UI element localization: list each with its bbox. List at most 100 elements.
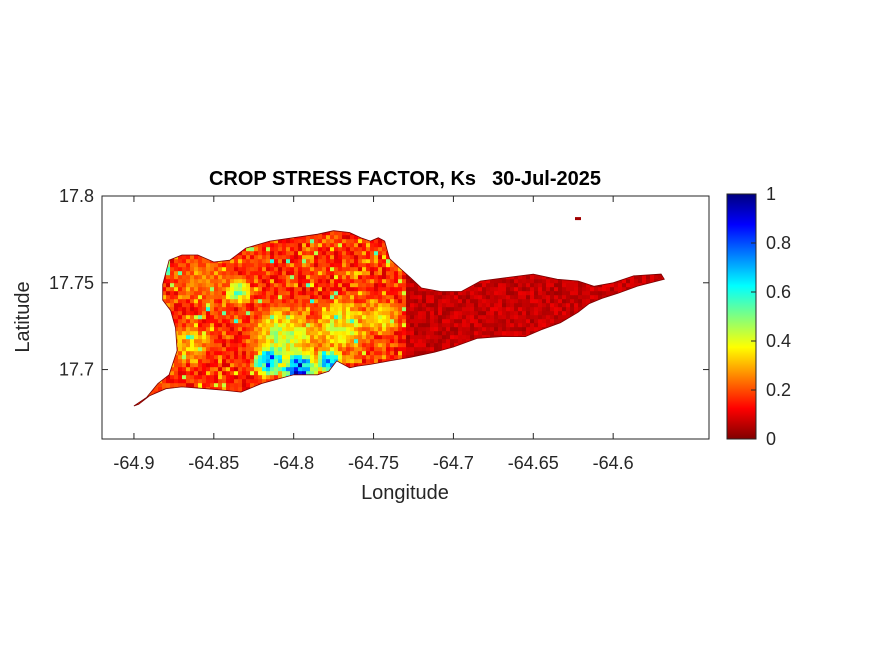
heatmap-cell [174,271,179,276]
heatmap-cell [342,327,347,332]
heatmap-cell [578,230,583,232]
heatmap-cell [638,291,643,296]
heatmap-cell [150,275,155,280]
heatmap-cell [566,331,571,336]
heatmap-cell [538,343,543,348]
heatmap-cell [650,231,655,236]
heatmap-cell [502,319,507,324]
heatmap-cell [534,267,539,272]
heatmap-cell [650,299,655,304]
heatmap-cell [642,263,647,268]
heatmap-cell [658,339,663,344]
heatmap-cell [142,267,147,272]
heatmap-cell [594,263,599,268]
heatmap-cell [486,371,491,376]
heatmap-cell [382,351,387,356]
heatmap-cell [274,299,279,304]
heatmap-cell [570,275,575,280]
heatmap-cell [378,263,383,268]
heatmap-cell [326,351,331,356]
heatmap-cell [418,243,423,248]
heatmap-cell [554,259,559,264]
heatmap-cell [270,367,275,372]
heatmap-cell [454,339,459,344]
heatmap-cell [226,303,231,308]
heatmap-cell [198,263,203,268]
heatmap-cell [582,247,587,252]
heatmap-cell [394,243,399,248]
heatmap-cell [390,287,395,292]
heatmap-cell [626,339,631,344]
heatmap-cell [410,267,415,272]
heatmap-cell [286,319,291,324]
heatmap-cell [410,323,415,328]
heatmap-cell [446,259,451,264]
heatmap-cell [378,247,383,252]
heatmap-cell [286,363,291,368]
heatmap-cell [554,271,559,276]
heatmap-cell [186,239,191,244]
heatmap-cell [506,283,511,288]
heatmap-cell [278,255,283,260]
heatmap-cell [562,351,567,356]
heatmap-cell [282,347,287,352]
heatmap-cell [498,279,503,284]
heatmap-cell [170,303,175,308]
heatmap-cell [238,267,243,272]
heatmap-cell [234,247,239,252]
heatmap-cell [226,359,231,364]
heatmap-cell [186,230,191,232]
heatmap-cell [634,267,639,272]
heatmap-cell [138,271,143,276]
heatmap-cell [430,259,435,264]
heatmap-cell [590,359,595,364]
heatmap-cell [142,299,147,304]
heatmap-cell [426,327,431,332]
heatmap-cell [566,363,571,368]
heatmap-cell [150,251,155,256]
heatmap-cell [218,363,223,368]
heatmap-cell [226,299,231,304]
heatmap-cell [282,271,287,276]
heatmap-cell [630,351,635,356]
heatmap-cell [474,331,479,336]
heatmap-cell [502,291,507,296]
heatmap-cell [286,251,291,256]
heatmap-cell [494,327,499,332]
heatmap-cell [242,359,247,364]
heatmap-cell [174,307,179,312]
heatmap-cell [458,235,463,240]
heatmap-cell [402,235,407,240]
heatmap-cell [182,235,187,240]
heatmap-cell [278,355,283,360]
heatmap-cell [550,355,555,360]
heatmap-cell [666,283,670,287]
heatmap-cell [158,230,163,232]
heatmap-cell [206,275,211,280]
heatmap-cell [530,315,535,320]
heatmap-cell [330,307,335,312]
heatmap-cell [354,255,359,260]
heatmap-cell [314,327,319,332]
heatmap-cell [314,367,319,372]
heatmap-cell [522,359,527,364]
heatmap-cell [326,339,331,344]
heatmap-cell [298,247,303,252]
heatmap-cell [562,295,567,300]
heatmap-cell [566,251,571,256]
heatmap-cell [462,251,467,256]
heatmap-cell [338,271,343,276]
heatmap-cell [446,263,451,268]
heatmap-cell [618,355,623,360]
heatmap-cell [230,303,235,308]
heatmap-cell [346,351,351,356]
heatmap-cell [278,299,283,304]
heatmap-cell [202,347,207,352]
heatmap-cell [210,327,215,332]
heatmap-cell [506,339,511,344]
heatmap-cell [362,255,367,260]
heatmap-cell [314,363,319,368]
heatmap-cell [566,339,571,344]
heatmap-cell [510,263,515,268]
heatmap-cell [318,251,323,256]
